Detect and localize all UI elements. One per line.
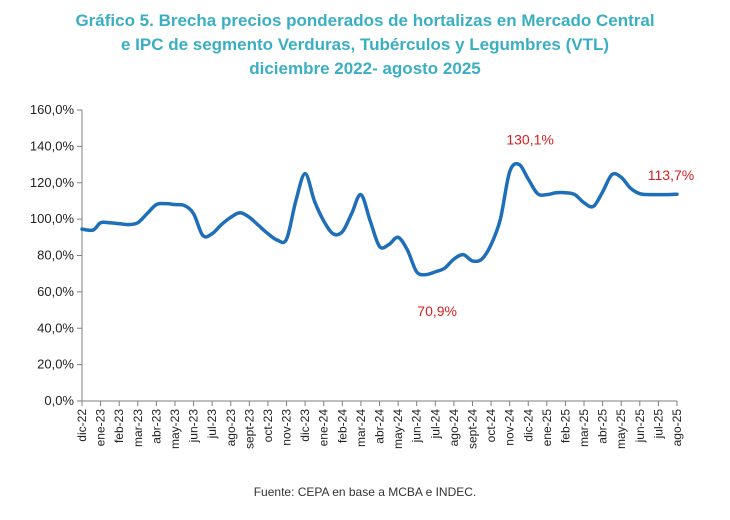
data-label: 70,9%	[417, 303, 457, 319]
x-tick-label: mar-25	[577, 409, 591, 447]
x-tick-label: dic-23	[298, 409, 312, 442]
x-tick-label: ene-23	[94, 409, 108, 447]
x-tick-label: may-25	[614, 409, 628, 449]
x-tick-label: feb-23	[112, 409, 126, 443]
y-tick-label: 140,0%	[30, 138, 75, 153]
x-tick-label: ene-25	[540, 409, 554, 447]
x-tick-label: ago-23	[224, 409, 238, 447]
series-line	[80, 162, 679, 277]
x-tick-label: jul-24	[428, 409, 442, 440]
x-tick-label: may-24	[391, 409, 405, 449]
y-tick-label: 100,0%	[30, 211, 75, 226]
x-tick-label: abr-25	[596, 409, 610, 444]
x-tick-label: oct-24	[484, 409, 498, 443]
data-label: 130,1%	[506, 131, 553, 147]
x-tick-label: dic-22	[75, 409, 89, 442]
x-tick-label: jun-25	[633, 409, 647, 444]
annotations-layer: 130,1% 70,9% 113,7%	[417, 131, 694, 319]
chart-source: Fuente: CEPA en base a MCBA e INDEC.	[253, 485, 477, 499]
chart-title-line-2: e IPC de segmento Verduras, Tubérculos y…	[120, 35, 610, 54]
x-tick-label: jul-23	[205, 409, 219, 440]
x-tick-label: jun-24	[410, 409, 424, 444]
x-tick-label: ene-24	[317, 409, 331, 447]
x-tick-label: dic-24	[521, 409, 535, 442]
x-tick-label: nov-24	[503, 409, 517, 446]
y-tick-label: 160,0%	[30, 102, 75, 117]
x-tick-label: feb-24	[335, 409, 349, 443]
x-tick-label: sept-24	[465, 409, 479, 449]
y-tick-label: 80,0%	[37, 248, 74, 263]
chart-title-line-3: diciembre 2022- agosto 2025	[249, 59, 481, 78]
chart-title-line-1: Gráfico 5. Brecha precios ponderados de …	[75, 11, 655, 30]
x-tick-label: jun-23	[187, 409, 201, 444]
x-tick-label: ago-24	[447, 409, 461, 447]
x-tick-label: mar-24	[354, 409, 368, 447]
y-tick-label: 0,0%	[44, 393, 74, 408]
x-tick-label: ago-25	[670, 409, 684, 447]
y-axis: 0,0% 20,0% 40,0% 60,0% 80,0% 100,0% 120,0% 140,…	[30, 102, 83, 408]
x-tick-label: abr-23	[149, 409, 163, 444]
series-layer	[80, 162, 679, 277]
x-tick-label: mar-23	[131, 409, 145, 447]
y-tick-label: 20,0%	[37, 357, 74, 372]
x-tick-label: jul-25	[651, 409, 665, 440]
y-tick-label: 40,0%	[37, 320, 74, 335]
x-tick-label: may-23	[168, 409, 182, 449]
y-tick-label: 120,0%	[30, 175, 75, 190]
y-tick-label: 60,0%	[37, 284, 74, 299]
x-tick-label: oct-23	[261, 409, 275, 443]
x-tick-label: feb-25	[558, 409, 572, 443]
data-label: 113,7%	[648, 167, 694, 183]
x-tick-label: abr-24	[373, 409, 387, 444]
x-axis: dic-22 ene-23 feb-23 mar-23 abr-23 may-23 jun-…	[75, 400, 684, 449]
x-tick-label: sept-23	[242, 409, 256, 449]
x-tick-label: nov-23	[280, 409, 294, 446]
